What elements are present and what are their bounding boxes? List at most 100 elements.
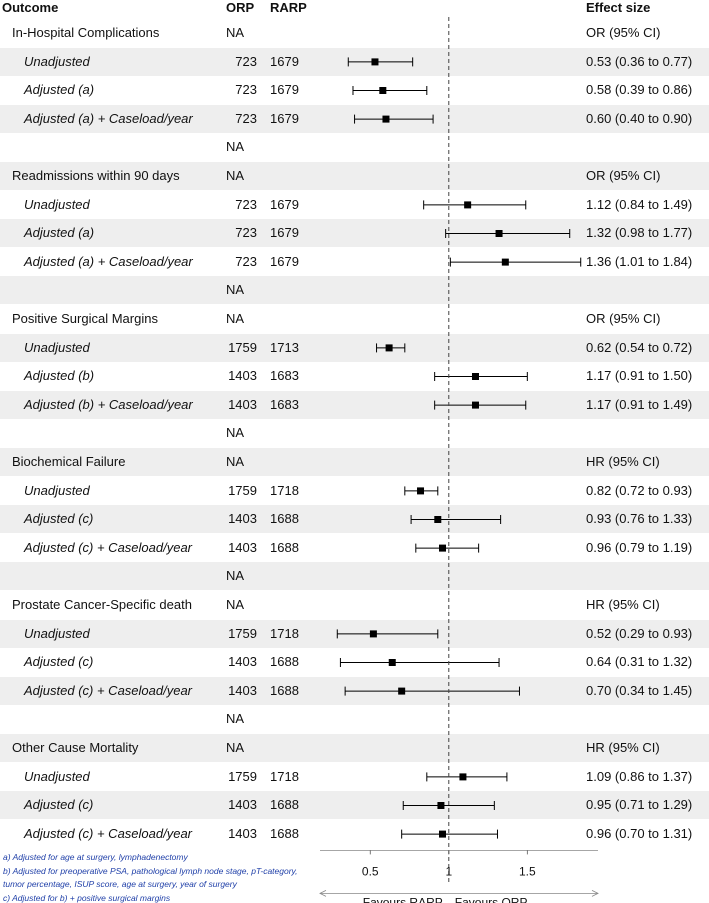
effect-size-text: 0.60 (0.40 to 0.90) — [586, 110, 693, 126]
table-row: Adjusted (c) 1403 1688 0.95 (0.71 to 1.29) — [0, 791, 709, 820]
table-row: Adjusted (a) + Caseload/year 723 1679 1.36 … — [0, 248, 709, 276]
model-label: Adjusted (c) + Caseload/year — [24, 539, 193, 555]
table-row: Unadjusted 1759 1713 0.62 (0.54 to 0.72) — [0, 333, 709, 362]
orp-count: NA — [226, 597, 245, 612]
x-tick-label: 1.5 — [519, 864, 536, 878]
rarp-count: 1718 — [270, 768, 299, 784]
table-row: Adjusted (c) + Caseload/year 1403 1688 0.96… — [0, 534, 709, 562]
footnote-line: b) Adjusted for preoperative PSA, pathol… — [3, 865, 298, 876]
model-label: Unadjusted — [24, 339, 90, 355]
outcome-group-row: Readmissions within 90 days NA OR (95% CI) — [0, 162, 709, 190]
table-row: Adjusted (b) 1403 1683 1.17 (0.91 to 1.50) — [0, 362, 709, 390]
orp-count: NA — [226, 168, 245, 183]
model-label: Adjusted (a) + Caseload/year — [24, 110, 193, 126]
model-label: Adjusted (a) — [24, 82, 95, 98]
model-label: Unadjusted — [24, 53, 90, 69]
orp-count: 723 — [235, 82, 257, 98]
effect-size-text: 1.17 (0.91 to 1.50) — [586, 368, 693, 384]
model-label: Adjusted (a) + Caseload/year — [24, 253, 193, 269]
table-row: NA — [0, 133, 709, 161]
arrow-left-icon — [319, 890, 327, 897]
effect-size-text: 0.93 (0.76 to 1.33) — [586, 511, 693, 527]
effect-size-text: 0.95 (0.71 to 1.29) — [586, 797, 693, 813]
effect-size-text: 0.70 (0.34 to 1.45) — [586, 682, 693, 698]
table-row: Adjusted (c) 1403 1688 0.93 (0.76 to 1.33) — [0, 505, 709, 534]
footnote-line: a) Adjusted for age at surgery, lymphade… — [3, 852, 188, 863]
orp-count: NA — [226, 740, 245, 755]
table-row: Unadjusted 1759 1718 1.09 (0.86 to 1.37) — [0, 763, 709, 791]
orp-count: 1403 — [228, 825, 257, 841]
outcome-group-row: Positive Surgical Margins NA OR (95% CI) — [0, 305, 709, 333]
model-label: Unadjusted — [24, 625, 90, 641]
orp-count: 723 — [235, 253, 257, 269]
model-label: Adjusted (c) — [24, 511, 94, 527]
orp-count: 1403 — [228, 396, 257, 412]
effect-size-text: 0.58 (0.39 to 0.86) — [586, 82, 693, 98]
effect-size-text: 0.82 (0.72 to 0.93) — [586, 482, 693, 498]
model-label: Adjusted (c) + Caseload/year — [24, 825, 193, 841]
effect-size-text: OR (95% CI) — [586, 168, 661, 183]
outcome-group-row: Other Cause Mortality NA HR (95% CI) — [0, 734, 709, 762]
rarp-count: 1688 — [270, 682, 299, 698]
header-outcome: Outcome — [2, 0, 59, 15]
orp-count: NA — [226, 25, 245, 40]
footnote-line: tumor percentage, ISUP score, age at sur… — [3, 879, 237, 890]
table-row: Unadjusted 723 1679 0.53 (0.36 to 0.77) — [0, 47, 709, 76]
model-label: Adjusted (b) — [24, 368, 95, 384]
rarp-count: 1679 — [270, 253, 299, 269]
rarp-count: 1683 — [270, 368, 299, 384]
table-row: Adjusted (c) + Caseload/year 1403 1688 0.70… — [0, 676, 709, 705]
effect-size-text: HR (95% CI) — [586, 454, 660, 469]
orp-count: 723 — [235, 110, 257, 126]
orp-count: 1759 — [228, 768, 257, 784]
model-label: Adjusted (b) + Caseload/year — [24, 396, 193, 412]
rarp-count: 1688 — [270, 825, 299, 841]
rarp-count: 1718 — [270, 482, 299, 498]
effect-size-text: 1.12 (0.84 to 1.49) — [586, 196, 693, 212]
orp-count: NA — [226, 282, 245, 298]
header-rarp: RARP — [270, 0, 307, 15]
model-label: Adjusted (c) — [24, 654, 94, 670]
orp-count: NA — [226, 425, 245, 441]
rarp-count: 1679 — [270, 110, 299, 126]
outcome-group-row: Prostate Cancer-Specific death NA HR (95% … — [0, 591, 709, 619]
effect-size-text: OR (95% CI) — [586, 311, 661, 326]
table-row: NA — [0, 562, 709, 591]
arrow-right-icon — [591, 890, 599, 897]
table-row: Adjusted (a) 723 1679 1.32 (0.98 to 1.77) — [0, 219, 709, 248]
table-row: Adjusted (b) + Caseload/year 1403 1683 1.17… — [0, 390, 709, 419]
orp-count: NA — [226, 568, 245, 584]
effect-size-text: 0.53 (0.36 to 0.77) — [586, 53, 693, 69]
orp-count: 1403 — [228, 654, 257, 670]
orp-count: 1759 — [228, 339, 257, 355]
orp-count: 1403 — [228, 682, 257, 698]
rarp-count: 1679 — [270, 53, 299, 69]
table-row: Unadjusted 1759 1718 0.82 (0.72 to 0.93) — [0, 477, 709, 505]
effect-size-text: 0.52 (0.29 to 0.93) — [586, 625, 693, 641]
table-row: Adjusted (c) 1403 1688 0.64 (0.31 to 1.32) — [0, 648, 709, 676]
table-row: Adjusted (a) 723 1679 0.58 (0.39 to 0.86) — [0, 76, 709, 104]
outcome-label: Prostate Cancer-Specific death — [12, 597, 192, 612]
orp-count: 1759 — [228, 625, 257, 641]
rarp-count: 1688 — [270, 539, 299, 555]
orp-count: 1403 — [228, 539, 257, 555]
effect-size-text: 0.96 (0.79 to 1.19) — [586, 539, 693, 555]
orp-count: 723 — [235, 196, 257, 212]
effect-size-text: 0.64 (0.31 to 1.32) — [586, 654, 693, 670]
rarp-count: 1679 — [270, 225, 299, 241]
favours-orp-label: Favours ORP — [455, 895, 528, 903]
footnote-line: c) Adjusted for b) + positive surgical m… — [3, 892, 171, 903]
effect-size-text: HR (95% CI) — [586, 740, 660, 755]
rarp-count: 1683 — [270, 396, 299, 412]
outcome-group-row: In-Hospital Complications NA OR (95% CI) — [0, 19, 709, 47]
orp-count: 1403 — [228, 511, 257, 527]
rarp-count: 1679 — [270, 196, 299, 212]
rarp-count: 1688 — [270, 654, 299, 670]
header-orp: ORP — [226, 0, 255, 15]
effect-size-text: 1.36 (1.01 to 1.84) — [586, 253, 693, 269]
effect-size-text: 1.32 (0.98 to 1.77) — [586, 225, 693, 241]
rarp-count: 1718 — [270, 625, 299, 641]
table-row: NA — [0, 276, 709, 305]
orp-count: 1403 — [228, 797, 257, 813]
effect-size-text: 1.09 (0.86 to 1.37) — [586, 768, 693, 784]
